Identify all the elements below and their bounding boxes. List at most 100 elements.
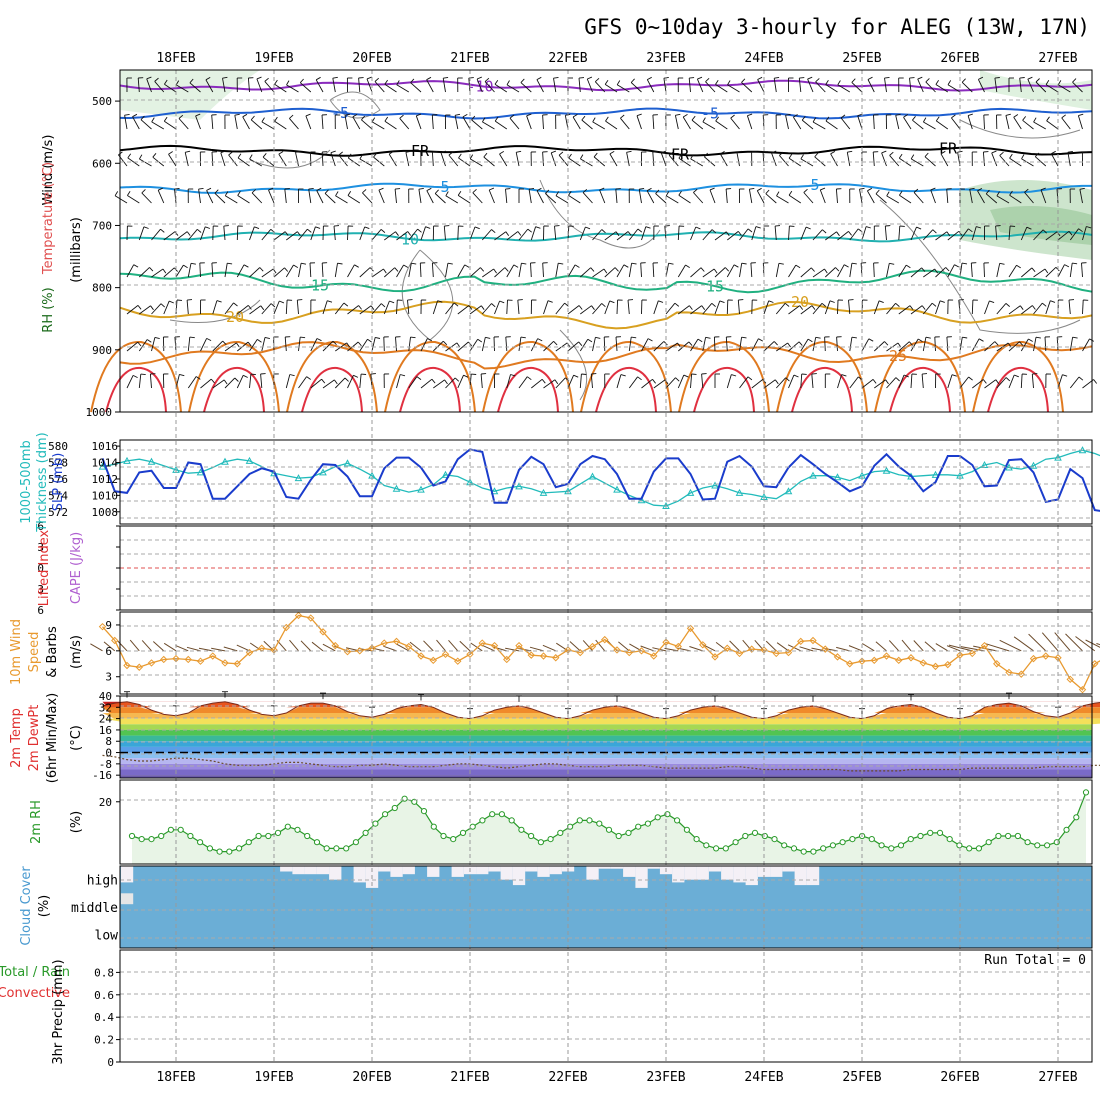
wind-barb-flag <box>361 115 366 121</box>
axis-labels: Wind (m/s) Temperature (°C) RH (%) (mill… <box>0 135 1086 1065</box>
wind-barb <box>851 82 863 93</box>
wind-barb <box>886 377 897 389</box>
wind-barb <box>335 195 348 204</box>
wind-10m-barb <box>556 642 569 652</box>
wind-barb <box>151 228 161 241</box>
wind-barb-flag <box>1034 152 1040 158</box>
isotherm-label: FR <box>411 142 430 160</box>
wind-barb <box>751 338 759 352</box>
wind-barb <box>568 195 581 204</box>
wind-barb <box>408 337 411 352</box>
wind-barb-flag <box>578 341 583 346</box>
wind-barb-flag <box>418 187 424 190</box>
wind-barb <box>776 342 788 352</box>
wind-barb <box>652 114 655 130</box>
wind-barb-flag <box>736 150 742 153</box>
thickness-point <box>98 462 107 470</box>
date-label-top: 25FEB <box>842 51 881 66</box>
wind-barb <box>536 79 544 93</box>
date-label-bottom: 20FEB <box>352 1070 391 1085</box>
wind-10m-barb <box>211 647 226 652</box>
wind-speed-point <box>809 636 817 645</box>
wind-barb <box>383 300 390 315</box>
wind-barb-flag <box>485 336 491 339</box>
wind-barb <box>396 231 408 241</box>
wind-barb-flag <box>815 78 820 83</box>
wind-barb <box>309 262 312 278</box>
wind-barb <box>812 337 817 352</box>
wind-speed-point <box>98 622 107 631</box>
wind-barb <box>580 267 591 278</box>
wind-barb <box>935 267 947 278</box>
wind-barb <box>626 152 630 167</box>
wind-barb-flag <box>811 305 816 310</box>
wind-barb-flag <box>810 267 815 272</box>
wind-10m-barb <box>198 647 213 652</box>
wind-barb-flag <box>375 336 381 339</box>
wind-speed-point <box>674 642 682 651</box>
wind-barb-flag <box>737 231 742 236</box>
wind-speed-point <box>588 642 597 651</box>
wind-barb-flag <box>704 152 708 158</box>
wind-barb <box>469 305 482 315</box>
wind-barb <box>499 153 508 167</box>
wind-barb-flag <box>440 150 446 154</box>
wind-barb <box>126 264 135 278</box>
wind-barb-flag <box>924 152 929 157</box>
wind-speed-point <box>135 663 143 671</box>
wind-barb <box>567 375 575 389</box>
wind-barb <box>824 300 831 315</box>
wind-barb <box>542 151 544 167</box>
rh-point <box>187 832 194 840</box>
wind-barb <box>493 336 495 352</box>
wind-barb <box>298 337 301 352</box>
wind-barb <box>344 115 348 130</box>
wind-barb <box>748 189 753 204</box>
wind-barb-flag <box>352 114 358 118</box>
wind-barb-flag <box>977 188 983 192</box>
wind-barb-flag <box>410 78 415 83</box>
wind-barb-flag <box>1086 226 1092 229</box>
rh-point <box>839 839 846 846</box>
wind-barb-flag <box>757 187 762 192</box>
isotherm-label: -5 <box>331 104 349 122</box>
wind-barb <box>175 374 180 389</box>
wind-barb-flag <box>261 117 265 123</box>
date-label-top: 21FEB <box>450 51 489 66</box>
thickness-tick: 572 <box>48 506 68 519</box>
wind-barb <box>371 229 382 241</box>
wind-barb-flag <box>189 336 195 339</box>
wind-barb <box>408 376 418 389</box>
wind-barb <box>1021 158 1034 167</box>
wind-barb <box>775 303 786 315</box>
cloud-gap <box>782 866 795 872</box>
wind-barb <box>408 228 418 241</box>
y-tick-label: 900 <box>92 344 112 357</box>
wind-barb <box>175 84 189 93</box>
wind-speed-point <box>380 639 388 647</box>
thickness-point <box>392 484 401 492</box>
wind-barb <box>517 300 520 315</box>
wind-barb <box>445 263 449 278</box>
wind-barb-flag <box>758 338 764 342</box>
wind-barb-flag <box>697 338 703 343</box>
wind-barb-flag <box>427 338 433 342</box>
wind-barb <box>236 264 245 278</box>
wind-barb-flag <box>889 262 895 265</box>
rh-point <box>849 836 856 843</box>
wind-barb-flag <box>711 229 717 234</box>
rh-point <box>1034 842 1041 849</box>
rh-point <box>372 820 379 827</box>
wind-barb-flag <box>626 150 632 153</box>
wind-barb-flag <box>994 77 1000 79</box>
wind-barb <box>1008 341 1020 352</box>
wind-barb-flag <box>631 262 637 265</box>
rh-contour <box>559 329 588 401</box>
wind-barb-flag <box>264 336 271 340</box>
wind-barb-flag <box>396 80 400 86</box>
wind-barb <box>592 303 603 315</box>
wind-barb-flag <box>1042 229 1048 234</box>
wind-barb <box>1082 226 1087 241</box>
wind-10m-barb <box>117 640 128 652</box>
wind-barb-flag <box>884 76 890 79</box>
